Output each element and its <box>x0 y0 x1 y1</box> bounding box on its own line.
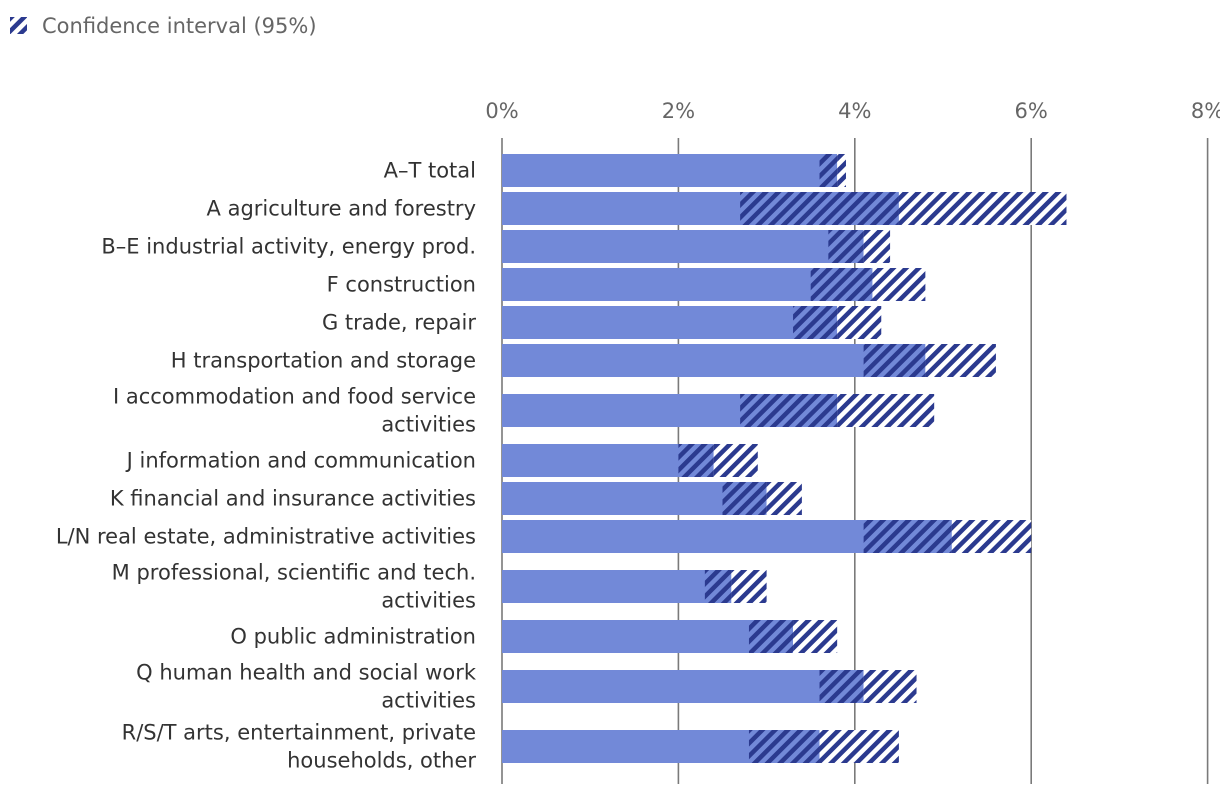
category-label: activities <box>381 689 476 713</box>
bars <box>502 154 1067 763</box>
ci-upper-segment <box>925 344 996 377</box>
ci-upper-segment <box>837 306 882 339</box>
x-tick-label: 8% <box>1191 99 1220 123</box>
ci-upper-segment <box>731 570 767 603</box>
ci-lower-segment <box>740 192 899 225</box>
ci-lower-segment <box>678 444 714 477</box>
ci-upper-segment <box>951 520 1032 553</box>
ci-upper-segment <box>872 268 926 301</box>
x-axis-ticks: 0% 2% 4% 6% 8% <box>485 99 1220 123</box>
ci-lower-segment <box>819 154 838 187</box>
bar <box>502 230 864 263</box>
category-label: H transportation and storage <box>171 349 476 373</box>
category-label: J information and communication <box>125 449 476 473</box>
x-tick-label: 4% <box>838 99 871 123</box>
category-label: I accommodation and food service <box>113 385 476 409</box>
bar <box>502 620 794 653</box>
ci-lower-segment <box>722 482 767 515</box>
bar <box>502 306 838 339</box>
category-label: O public administration <box>230 625 476 649</box>
ci-upper-segment <box>837 154 846 187</box>
ci-lower-segment <box>704 570 732 603</box>
ci-lower-segment <box>819 670 864 703</box>
category-label: K financial and insurance activities <box>110 487 476 511</box>
x-tick-label: 2% <box>662 99 695 123</box>
ci-upper-segment <box>863 670 917 703</box>
legend: Confidence interval (95%) <box>10 14 317 38</box>
ci-upper-segment <box>819 730 899 763</box>
category-label: R/S/T arts, entertainment, private <box>122 721 476 745</box>
ci-lower-segment <box>828 230 864 263</box>
bar <box>502 344 926 377</box>
ci-upper-segment <box>766 482 802 515</box>
ci-lower-segment <box>863 344 926 377</box>
category-label: L/N real estate, administrative activiti… <box>56 525 476 549</box>
ci-lower-segment <box>793 306 838 339</box>
bar <box>502 570 732 603</box>
ci-lower-segment <box>748 620 794 653</box>
category-label: B–E industrial activity, energy prod. <box>101 235 476 259</box>
category-label: activities <box>381 413 476 437</box>
category-label: A–T total <box>384 159 476 183</box>
bar <box>502 154 838 187</box>
ci-lower-segment <box>863 520 952 553</box>
x-tick-label: 6% <box>1015 99 1048 123</box>
ci-upper-segment <box>863 230 891 263</box>
category-label: A agriculture and forestry <box>207 197 476 221</box>
legend-ci-label: Confidence interval (95%) <box>42 14 317 38</box>
ci-lower-segment <box>748 730 820 763</box>
category-label: G trade, repair <box>322 311 476 335</box>
bar <box>502 670 864 703</box>
legend-ci-swatch <box>10 17 27 34</box>
category-labels: A–T total A agriculture and forestry B–E i… <box>56 159 477 773</box>
category-label: M professional, scientific and tech. <box>112 561 476 585</box>
ci-upper-segment <box>898 192 1067 225</box>
ci-upper-segment <box>713 444 758 477</box>
ci-upper-segment <box>793 620 838 653</box>
x-tick-label: 0% <box>485 99 518 123</box>
category-label: F construction <box>327 273 476 297</box>
category-label: households, other <box>287 749 476 773</box>
category-label: activities <box>381 589 476 613</box>
ci-upper-segment <box>837 394 935 427</box>
ci-lower-segment <box>740 394 838 427</box>
ci-lower-segment <box>810 268 873 301</box>
category-label: Q human health and social work <box>136 661 477 685</box>
